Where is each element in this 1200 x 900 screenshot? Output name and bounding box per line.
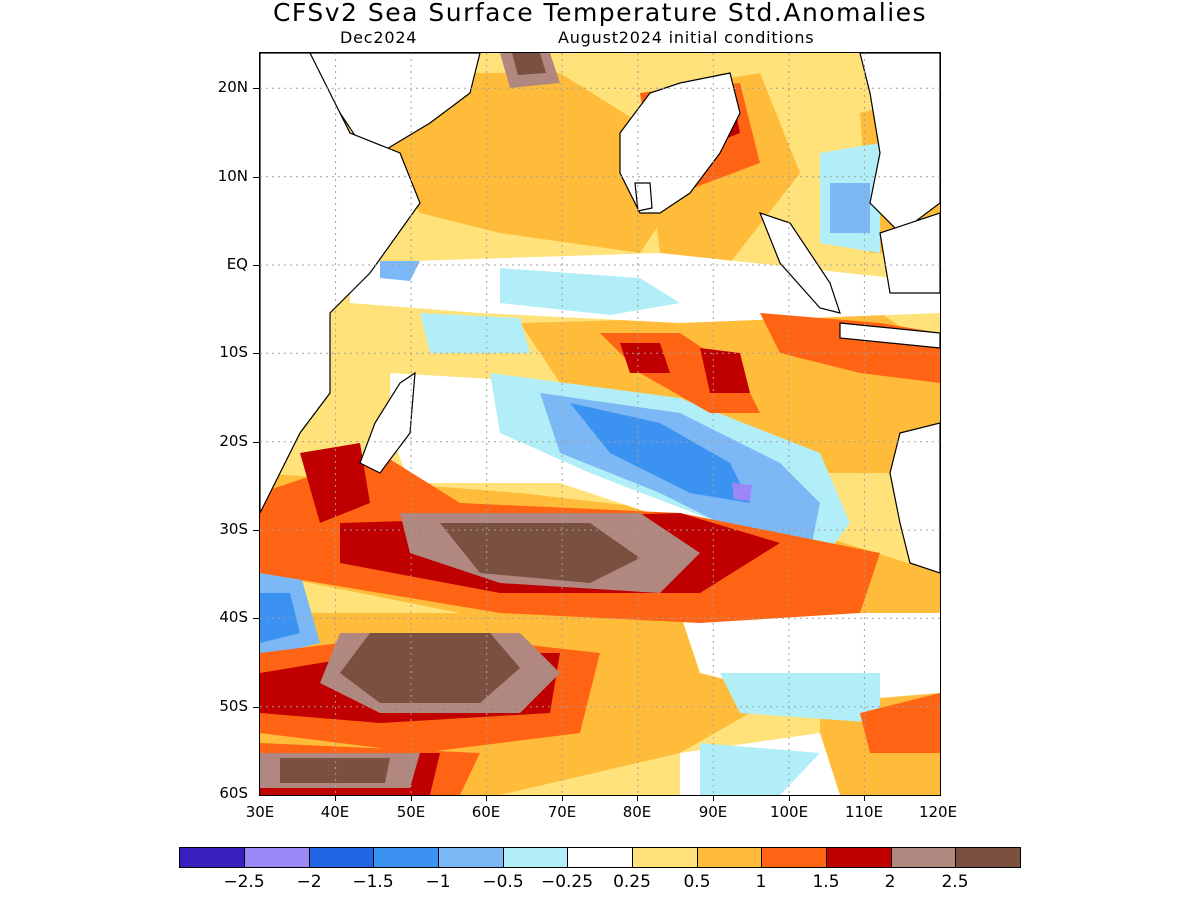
lon-label-60e: 60E [471,803,501,821]
lon-tick [864,795,865,801]
lon-tick [335,795,336,801]
colorbar-swatch [179,847,245,868]
lon-label-70e: 70E [547,803,577,821]
lat-label-60s: 60S [219,784,248,802]
lon-label-40e: 40E [320,803,350,821]
colorbar-label: −2.5 [223,872,265,892]
lat-lon-grid [260,53,940,795]
init-conditions-label: August2024 initial conditions [558,28,815,47]
colorbar-label: 2.5 [941,872,969,892]
colorbar-label: −0.25 [540,872,594,892]
lat-tick [253,530,259,531]
lon-tick [562,795,563,801]
lat-tick [253,442,259,443]
lat-label-10s: 10S [219,343,248,361]
lon-label-80e: 80E [622,803,652,821]
colorbar-label: −1 [425,872,451,892]
colorbar-swatch [244,847,310,868]
colorbar-swatch [567,847,633,868]
anomaly-map [260,53,940,795]
lat-tick [253,177,259,178]
colorbar-swatch [503,847,569,868]
colorbar-swatch [373,847,439,868]
lon-label-50e: 50E [396,803,426,821]
lat-label-40s: 40S [219,608,248,626]
colorbar-swatch [761,847,827,868]
land-masses [260,53,940,574]
colorbar-label: −1.5 [352,872,394,892]
lat-label-10n: 10N [217,167,248,185]
colorbar-label: 1 [755,872,767,892]
lat-tick [253,353,259,354]
lon-tick [486,795,487,801]
colorbar [179,847,1021,868]
colorbar-swatch [955,847,1021,868]
lon-tick [789,795,790,801]
lat-tick [253,618,259,619]
colorbar-label: 2 [884,872,896,892]
lat-label-20s: 20S [219,432,248,450]
colorbar-swatch [309,847,375,868]
lon-label-100e: 100E [769,803,809,821]
colorbar-label: 1.5 [812,872,840,892]
lon-label-90e: 90E [698,803,728,821]
lat-label-eq: EQ [226,255,248,273]
colorbar-swatch [697,847,763,868]
lat-tick [253,265,259,266]
lon-tick [637,795,638,801]
colorbar-swatch [632,847,698,868]
colorbar-swatch [438,847,504,868]
valid-month-label: Dec2024 [340,28,418,47]
colorbar-label: −0.5 [482,872,524,892]
lon-tick [411,795,412,801]
lat-label-20n: 20N [217,78,248,96]
colorbar-label: 0.5 [683,872,711,892]
anomaly-map-svg [260,53,940,795]
map-title: CFSv2 Sea Surface Temperature Std.Anomal… [272,0,928,27]
lat-tick [253,88,259,89]
colorbar-label: 0.25 [613,872,651,892]
lon-label-110e: 110E [844,803,884,821]
colorbar-label: −2 [296,872,322,892]
lon-label-120e: 120E [918,803,958,821]
lon-tick [713,795,714,801]
colorbar-swatch [826,847,892,868]
lat-label-30s: 30S [219,520,248,538]
colorbar-swatch [891,847,957,868]
lat-tick [253,707,259,708]
lon-label-30e: 30E [245,803,275,821]
lat-label-50s: 50S [219,697,248,715]
